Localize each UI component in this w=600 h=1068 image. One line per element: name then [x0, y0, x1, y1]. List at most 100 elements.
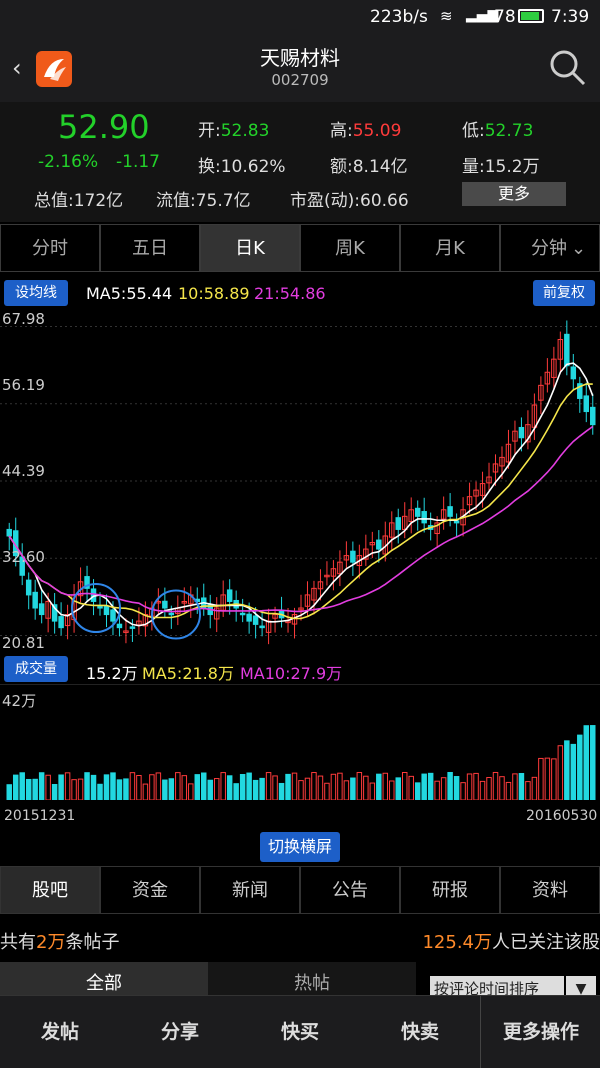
set-ma-button[interactable]: 设均线: [4, 280, 68, 306]
volume-bar: [473, 772, 479, 800]
info-tabs: 股吧 资金 新闻 公告 研报 资料: [0, 866, 600, 916]
open-value: 52.83: [220, 121, 270, 141]
status-bar: 223b/s ≋ ▂▄▆ 78 7:39: [0, 0, 600, 36]
tab-minute[interactable]: 分钟 ⌄: [500, 224, 600, 272]
post-button[interactable]: 发帖: [40, 1021, 79, 1043]
mcap-label: 总值:: [34, 191, 74, 211]
candle: [421, 511, 427, 524]
candle: [162, 600, 168, 609]
tab-weekly-k[interactable]: 周K: [300, 224, 400, 272]
battery-icon: [518, 9, 544, 23]
kline-chart[interactable]: 设均线 MA5:55.44 10:58.89 21:54.86 前复权 67.9…: [0, 276, 600, 866]
price-plot: [0, 320, 600, 645]
candle: [103, 605, 110, 616]
volume-label-button[interactable]: 成交量: [4, 656, 68, 682]
volume-bar: [298, 780, 304, 800]
candle: [395, 517, 401, 530]
amount-label: 额:: [330, 157, 353, 177]
y-tick-2: 56.19: [2, 376, 45, 394]
candle: [181, 600, 188, 604]
candle: [590, 406, 596, 426]
pe-value: 60.66: [360, 191, 409, 211]
adjust-button[interactable]: 前复权: [533, 280, 595, 306]
candle: [64, 614, 71, 627]
volume-bar: [337, 772, 343, 800]
ma10-line: [8, 383, 593, 620]
volume-bar: [492, 771, 499, 800]
volume-bar: [233, 783, 239, 800]
chevron-down-icon: ⌄: [571, 238, 587, 259]
candle: [246, 613, 252, 622]
candle: [252, 615, 259, 625]
candle: [453, 520, 460, 524]
switch-landscape-button[interactable]: 切换横屏: [260, 832, 340, 862]
tab-research[interactable]: 研报: [400, 866, 500, 914]
candle: [343, 555, 350, 561]
candle: [525, 424, 531, 443]
follower-count-value: 125.4万: [422, 932, 492, 953]
volume-bar: [25, 778, 32, 800]
more-button[interactable]: 更多: [462, 182, 566, 206]
tab-profile[interactable]: 资料: [500, 866, 600, 914]
candle: [6, 528, 12, 537]
volume-bar: [317, 775, 324, 800]
volume-bar: [278, 782, 285, 800]
volume-bar: [181, 775, 188, 800]
tab-intraday[interactable]: 分时: [0, 224, 100, 272]
search-icon[interactable]: [548, 48, 588, 92]
change-value: -1.17: [116, 152, 160, 172]
volume-bar: [544, 757, 551, 800]
filter-hot[interactable]: 热帖: [208, 962, 416, 996]
candle: [414, 507, 421, 517]
volume-bar: [427, 772, 434, 800]
candle: [239, 612, 246, 616]
tab-announcements[interactable]: 公告: [300, 866, 400, 914]
highlight-circle: [71, 583, 121, 634]
candle: [337, 561, 343, 575]
volume-bar: [369, 782, 376, 800]
quick-buy-button[interactable]: 快买: [280, 1021, 319, 1043]
volume-bar: [557, 745, 564, 800]
more-actions-button[interactable]: 更多操作: [480, 996, 600, 1068]
volume-bar: [324, 782, 330, 800]
candle: [142, 614, 149, 627]
volume-bar: [71, 779, 77, 800]
back-icon[interactable]: ‹: [12, 54, 22, 82]
tab-forum[interactable]: 股吧: [0, 866, 100, 914]
network-speed: 223b/s: [370, 7, 428, 27]
sort-dropdown-icon[interactable]: ▼: [566, 976, 596, 997]
volume-bar: [155, 772, 162, 800]
sort-select[interactable]: 按评论时间排序: [430, 976, 564, 996]
follower-count: 125.4万人已关注该股: [422, 928, 600, 954]
share-button[interactable]: 分享: [160, 1021, 199, 1043]
ma21-legend: 21:54.86: [254, 284, 326, 303]
candle: [473, 489, 479, 497]
quick-sell-button[interactable]: 快卖: [400, 1021, 439, 1043]
volume-bar: [175, 772, 181, 800]
tab-news[interactable]: 新闻: [200, 866, 300, 914]
candle: [447, 506, 453, 517]
tab-daily-k[interactable]: 日K: [200, 224, 300, 272]
candle: [226, 589, 233, 602]
volume-bar: [564, 740, 570, 800]
volume-bar: [499, 776, 505, 800]
ma10-legend: 10:58.89: [178, 284, 250, 303]
volume-bar: [45, 774, 51, 800]
candle: [311, 587, 317, 601]
candle: [272, 614, 278, 619]
volume-bar: [512, 773, 518, 800]
volume-bar: [505, 781, 512, 800]
tab-monthly-k[interactable]: 月K: [400, 224, 500, 272]
high-value: 55.09: [352, 121, 402, 141]
candle: [564, 333, 570, 367]
tab-five-day[interactable]: 五日: [100, 224, 200, 272]
low-label: 低:: [462, 121, 485, 141]
turnover-label: 换:: [198, 157, 221, 177]
volume-bar: [129, 772, 136, 800]
clock: 7:39: [551, 7, 590, 27]
candle: [376, 539, 382, 550]
tab-funds[interactable]: 资金: [100, 866, 200, 914]
candle: [479, 483, 486, 496]
candle: [570, 366, 577, 380]
filter-all[interactable]: 全部: [0, 962, 208, 996]
